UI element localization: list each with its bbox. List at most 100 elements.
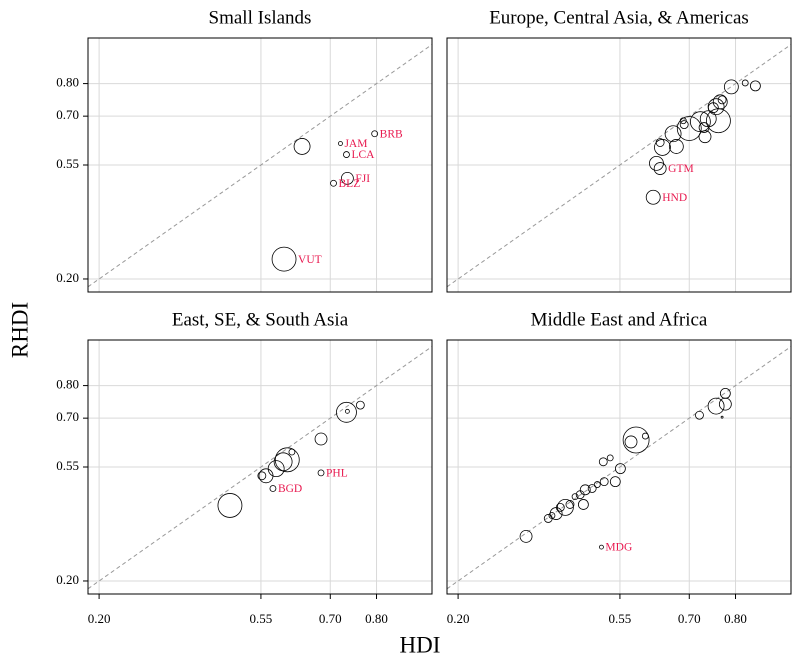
bubble [668, 139, 684, 154]
x-tick-label: 0.20 [447, 611, 470, 626]
bubble [371, 130, 379, 138]
y-tick-label: 0.70 [56, 409, 79, 424]
bubble [695, 410, 704, 420]
bubble [340, 171, 354, 185]
bubble [664, 125, 682, 143]
diagonal-line [87, 44, 433, 288]
bubble [257, 471, 267, 481]
bubble [579, 484, 591, 496]
y-tick-label: 0.20 [56, 572, 79, 587]
bubble [718, 397, 732, 411]
y-axis-label: RHDI [7, 302, 32, 358]
bubble [599, 544, 604, 550]
x-tick-label: 0.20 [88, 611, 111, 626]
bubble [655, 138, 665, 147]
bubble [749, 80, 761, 92]
point-label: PHL [326, 468, 348, 480]
bubble [556, 498, 574, 516]
bubble [679, 120, 689, 130]
panel-frame [446, 37, 792, 293]
bubble [598, 457, 608, 467]
panel-title: Europe, Central Asia, & Americas [489, 7, 749, 28]
bubble [698, 130, 712, 144]
x-axis-label: HDI [400, 632, 441, 657]
y-tick-label: 0.70 [56, 107, 79, 122]
bubble [741, 79, 749, 87]
bubble [549, 507, 563, 520]
point-label: MDG [605, 542, 632, 554]
bubble [654, 139, 671, 156]
bubble [606, 454, 614, 462]
point-label: BGD [278, 483, 302, 495]
bubble [258, 468, 274, 484]
bubble [575, 490, 585, 500]
y-tick-label: 0.80 [56, 377, 79, 392]
point-label: HND [662, 192, 687, 204]
panel-title: Small Islands [209, 7, 312, 28]
bubble [645, 189, 661, 205]
point-label: GTM [668, 163, 694, 175]
bubble [571, 493, 579, 501]
bubble [599, 477, 609, 487]
bubble [698, 122, 710, 133]
bubble [330, 179, 337, 187]
bubble [355, 400, 365, 410]
bubble [577, 499, 589, 510]
panel-title: Middle East and Africa [531, 309, 708, 330]
bubble [519, 529, 533, 543]
bubble [587, 484, 597, 493]
y-tick-label: 0.80 [56, 75, 79, 90]
bubble [706, 108, 731, 134]
point-label: LCA [351, 149, 375, 161]
x-tick-label: 0.70 [678, 611, 701, 626]
bubble [723, 79, 739, 95]
bubble [273, 452, 293, 472]
point-label: JAM [344, 138, 367, 150]
bubble [653, 162, 667, 175]
bubble [271, 246, 297, 272]
x-tick-label: 0.80 [365, 611, 388, 626]
y-tick-label: 0.55 [56, 156, 79, 171]
bubble [267, 460, 285, 478]
diagonal-line [446, 44, 792, 288]
bubble [624, 435, 638, 449]
x-tick-label: 0.55 [609, 611, 632, 626]
x-tick-label: 0.55 [250, 611, 273, 626]
bubble [274, 447, 300, 473]
bubble [614, 463, 626, 475]
bubble [717, 95, 727, 105]
bubble [543, 514, 553, 523]
x-tick-label: 0.70 [319, 611, 342, 626]
bubble [707, 397, 725, 415]
bubble [336, 401, 357, 423]
bubble [343, 151, 350, 158]
x-tick-label: 0.80 [724, 611, 747, 626]
bubble [217, 493, 243, 518]
bubble [314, 432, 328, 446]
bubble [344, 408, 350, 414]
bubble [719, 388, 731, 399]
y-tick-label: 0.55 [56, 458, 79, 473]
point-label: FJI [355, 173, 370, 185]
bubble [317, 469, 325, 477]
bubble [338, 141, 343, 146]
bubble [679, 117, 687, 125]
bubble [609, 476, 621, 488]
diagonal-line [446, 346, 792, 590]
bubble [699, 110, 717, 128]
bubble [593, 481, 601, 488]
bubble [689, 111, 711, 133]
point-label: VUT [298, 254, 322, 266]
panel-frame [446, 339, 792, 595]
bubble [676, 116, 702, 141]
point-label: BLZ [339, 178, 361, 190]
bubble [269, 485, 277, 492]
y-tick-label: 0.20 [56, 270, 79, 285]
bubble [720, 415, 724, 419]
diagonal-line [87, 346, 433, 590]
panel-title: East, SE, & South Asia [172, 309, 349, 330]
bubble [622, 426, 650, 454]
bubble [293, 138, 311, 155]
